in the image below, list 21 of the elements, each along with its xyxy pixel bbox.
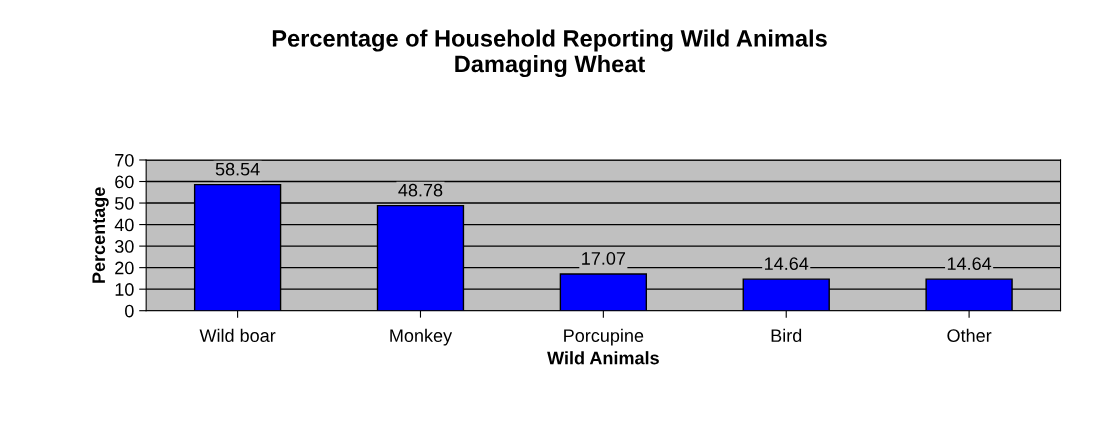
y-tick-label: 20 xyxy=(115,261,134,275)
x-tick-label: Porcupine xyxy=(564,328,644,346)
y-tick-label: 50 xyxy=(115,196,134,210)
y-tick-label: 60 xyxy=(115,175,134,189)
chart-title: Percentage of Household Reporting Wild Animals Damaging Wheat xyxy=(272,29,827,78)
y-axis-title: Percentage xyxy=(92,187,109,283)
y-tick-label: 10 xyxy=(115,283,134,296)
x-tick-label: Monkey xyxy=(390,328,453,346)
y-tick-label: 70 xyxy=(115,153,134,167)
x-tick-label: Other xyxy=(947,328,992,343)
x-tick-label: Wild boar xyxy=(199,328,276,343)
x-tick-label: Bird xyxy=(771,328,802,343)
data-label: 14.64 xyxy=(765,257,809,271)
data-label: 58.54 xyxy=(215,162,260,176)
data-label: 17.07 xyxy=(582,252,626,265)
data-label: 14.64 xyxy=(947,257,992,271)
y-tick-label: 30 xyxy=(114,240,134,253)
data-label: 48.78 xyxy=(398,183,443,197)
x-axis-title: Wild Animals xyxy=(547,351,659,365)
y-tick-label: 0 xyxy=(125,304,134,318)
y-tick-label: 40 xyxy=(114,218,134,232)
